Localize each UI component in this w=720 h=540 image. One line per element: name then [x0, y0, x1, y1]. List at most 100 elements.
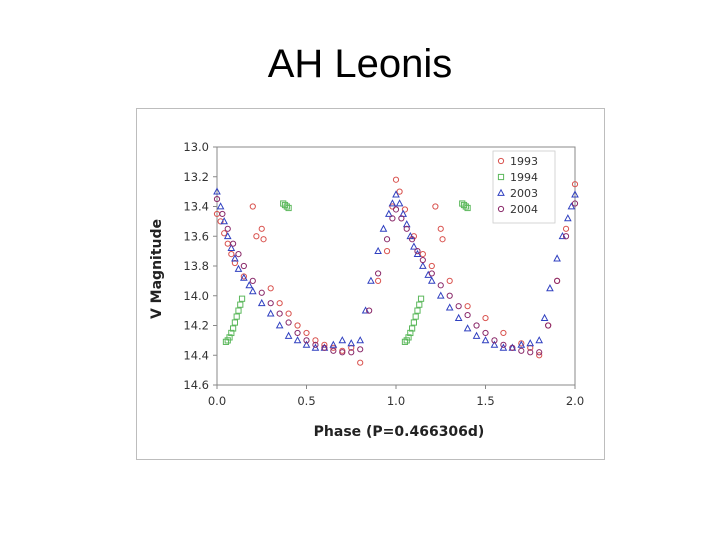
data-point: [275, 321, 284, 329]
data-point: [230, 325, 237, 332]
data-point: [419, 261, 427, 269]
data-point: [276, 300, 283, 307]
data-point: [235, 307, 242, 314]
slide-title: AH Leonis: [267, 42, 453, 86]
y-tick-label: 14.2: [183, 319, 209, 333]
data-point: [347, 339, 356, 347]
y-tick-label: 14.0: [183, 289, 209, 303]
data-point: [490, 340, 499, 348]
y-tick-label: 14.6: [183, 378, 209, 392]
x-tick-label: 0.0: [208, 394, 226, 408]
data-point: [285, 310, 292, 317]
data-point: [416, 301, 423, 308]
data-point: [389, 203, 396, 210]
data-point: [283, 203, 290, 210]
data-point: [276, 310, 283, 317]
data-point: [446, 292, 453, 299]
data-point: [258, 289, 265, 296]
data-point: [427, 276, 436, 284]
data-point: [388, 199, 397, 207]
legend-label: 1994: [510, 171, 538, 184]
x-tick-label: 1.5: [476, 394, 494, 408]
data-point: [402, 220, 411, 228]
data-point: [330, 344, 337, 351]
data-point: [293, 336, 302, 344]
data-point: [464, 311, 471, 319]
data-point: [379, 224, 388, 232]
data-point: [406, 231, 415, 240]
data-point: [436, 291, 445, 299]
legend-label: 2004: [510, 203, 538, 216]
data-point: [226, 334, 233, 341]
data-point: [348, 344, 355, 351]
data-point: [527, 349, 534, 356]
x-tick-label: 1.0: [387, 394, 405, 408]
data-point: [526, 339, 535, 347]
data-point: [535, 336, 544, 344]
data-point: [454, 313, 463, 321]
data-point: [437, 225, 444, 232]
data-point: [407, 329, 414, 337]
chart-frame: 0.0 0.5 1.0 1.5 2.0 13.0 13.2 13.4 13.6 13.8 14.0 1…: [136, 108, 605, 460]
y-tick-label: 14.4: [183, 348, 209, 362]
data-point: [294, 329, 301, 337]
data-point: [472, 331, 481, 339]
data-point: [267, 300, 274, 307]
data-point: [224, 225, 231, 232]
data-point: [385, 209, 393, 217]
data-point: [389, 215, 396, 222]
data-point: [238, 295, 246, 302]
data-point: [428, 270, 435, 277]
data-point: [527, 344, 534, 351]
data-point: [321, 344, 328, 351]
data-point: [481, 336, 490, 344]
series-1994: [222, 200, 471, 345]
data-point: [258, 225, 265, 232]
y-tick-label: 13.4: [183, 200, 209, 214]
data-point: [303, 329, 310, 337]
data-point: [213, 195, 221, 203]
data-point: [414, 248, 421, 255]
data-point: [223, 231, 232, 240]
data-point: [414, 307, 421, 314]
data-point: [409, 325, 416, 332]
y-tick-label: 13.6: [183, 229, 209, 243]
legend-marker: [497, 188, 505, 196]
data-point: [329, 340, 338, 348]
data-point: [473, 322, 480, 329]
data-point: [562, 225, 570, 232]
legend-label: 2003: [510, 187, 538, 200]
data-point: [231, 254, 239, 262]
data-point: [227, 243, 236, 252]
data-point: [562, 233, 570, 240]
data-point: [432, 203, 439, 210]
data-point: [571, 181, 579, 188]
data-point: [464, 303, 471, 310]
data-point: [536, 352, 543, 359]
data-point: [321, 341, 328, 348]
data-point: [437, 282, 444, 289]
data-point: [357, 346, 364, 353]
data-point: [284, 331, 293, 339]
data-point: [312, 341, 319, 348]
data-point: [500, 341, 507, 348]
data-point: [491, 337, 498, 344]
data-point: [405, 334, 412, 341]
data-point: [375, 277, 382, 284]
y-tick-label: 13.0: [183, 140, 209, 154]
data-point: [222, 338, 230, 345]
data-point: [419, 251, 426, 258]
data-point: [257, 298, 266, 307]
data-point: [303, 337, 310, 344]
data-point: [398, 215, 405, 222]
data-point: [463, 324, 472, 332]
data-point: [220, 217, 228, 225]
data-point: [356, 336, 365, 344]
data-point: [213, 187, 221, 195]
data-point: [392, 176, 400, 183]
data-point: [348, 349, 355, 356]
x-axis-label: Phase (P=0.466306d): [314, 424, 485, 440]
data-point: [237, 301, 244, 308]
data-point: [219, 210, 226, 218]
data-point: [249, 203, 256, 210]
